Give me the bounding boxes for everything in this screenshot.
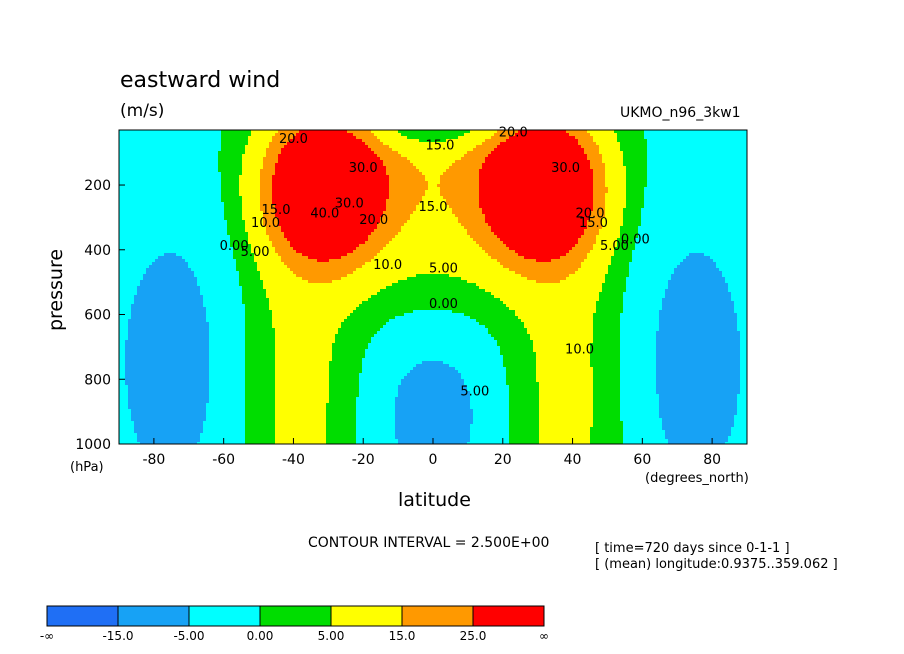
x-tick-label: -60	[212, 452, 235, 468]
x-tick-label: 80	[703, 452, 721, 468]
contour-label: 20.0	[359, 213, 388, 228]
colorbar-segment	[472, 605, 545, 627]
contour-label: 15.0	[426, 138, 455, 153]
y-tick-label: 200	[84, 178, 111, 194]
contour-label: 5.00	[241, 245, 270, 260]
contour-label: 5.00	[429, 261, 458, 276]
colorbar-label: -15.0	[102, 629, 133, 643]
colorbar-segment	[259, 605, 332, 627]
units-label: (m/s)	[120, 101, 164, 121]
x-tick-label: 20	[494, 452, 512, 468]
contour-label: 5.00	[600, 239, 629, 254]
y-tick-label: 400	[84, 243, 111, 259]
x-axis-label: latitude	[398, 489, 471, 511]
contour-label: 15.0	[262, 203, 291, 218]
contour-label: 10.0	[251, 216, 280, 231]
colorbar-label: 15.0	[389, 629, 416, 643]
y-tick-label: 600	[84, 308, 111, 324]
colorbar-label: 0.00	[247, 629, 274, 643]
contour-label: 20.0	[576, 206, 605, 221]
contour-label: 30.0	[349, 161, 378, 176]
x-tick-label: 40	[564, 452, 582, 468]
x-tick-label: -40	[282, 452, 305, 468]
contour-label: 10.0	[565, 342, 594, 357]
y-tick-label: 1000	[75, 437, 111, 453]
contour-label: 40.0	[310, 206, 339, 221]
x-tick-label: 0	[429, 452, 438, 468]
colorbar-segment	[188, 605, 261, 627]
meta-longitude: [ (mean) longitude:0.9375..359.062 ]	[595, 557, 838, 572]
contour-label: 15.0	[579, 216, 608, 231]
contour-label: 20.0	[279, 132, 308, 147]
contour-field	[119, 130, 747, 444]
contour-label: 30.0	[335, 197, 364, 212]
chart-title: eastward wind	[120, 68, 280, 93]
contour-label: 0.00	[621, 232, 650, 247]
contour-label: 10.0	[373, 258, 402, 273]
x-tick-label: -20	[352, 452, 375, 468]
colorbar-label: -5.00	[173, 629, 204, 643]
contour-interval: CONTOUR INTERVAL = 2.500E+00	[308, 535, 549, 551]
contour-label: 0.00	[429, 297, 458, 312]
x-tick-label: 60	[633, 452, 651, 468]
contour-label: 15.0	[419, 200, 448, 215]
contour-label: 0.00	[220, 239, 249, 254]
colorbar-label: 25.0	[460, 629, 487, 643]
colorbar-label: -∞	[40, 629, 54, 643]
colorbar-label: ∞	[539, 629, 549, 643]
contour-label: 20.0	[499, 125, 528, 140]
meta-time: [ time=720 days since 0-1-1 ]	[595, 541, 790, 556]
colorbar-segment	[117, 605, 190, 627]
colorbar-segment	[330, 605, 403, 627]
colorbar-label: 5.00	[318, 629, 345, 643]
colorbar-segment	[401, 605, 474, 627]
y-tick-label: 800	[84, 372, 111, 388]
contour-label: 5.00	[460, 384, 489, 399]
dataset-label: UKMO_n96_3kw1	[620, 105, 741, 121]
x-units-label: (degrees_north)	[645, 471, 749, 486]
contour-label: 30.0	[551, 161, 580, 176]
colorbar-segment	[46, 605, 119, 627]
x-tick-label: -80	[142, 452, 165, 468]
y-units-label: (hPa)	[70, 460, 104, 475]
